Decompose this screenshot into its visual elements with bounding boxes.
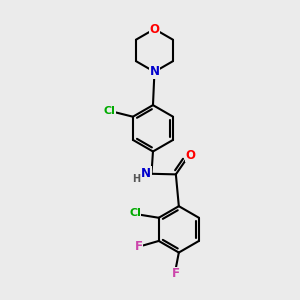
Text: Cl: Cl xyxy=(129,208,141,218)
Text: F: F xyxy=(135,239,143,253)
Text: O: O xyxy=(149,22,160,35)
Text: Cl: Cl xyxy=(104,106,116,116)
Text: N: N xyxy=(149,65,160,78)
Text: H: H xyxy=(132,174,140,184)
Text: N: N xyxy=(141,167,151,180)
Text: O: O xyxy=(185,148,195,162)
Text: F: F xyxy=(172,267,180,280)
